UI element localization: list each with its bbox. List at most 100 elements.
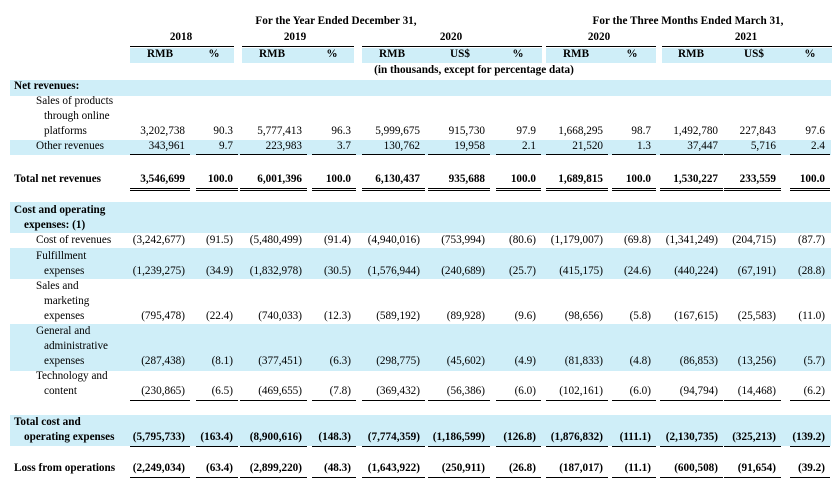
rule-line xyxy=(496,188,541,191)
rule-line xyxy=(660,477,723,478)
unit-header: % xyxy=(208,48,220,60)
unit-header: % xyxy=(626,48,638,60)
row-label-sales-products: Sales of products xyxy=(36,95,114,107)
table-cell: (377,451) xyxy=(258,355,302,367)
table-cell: (28.8) xyxy=(797,265,825,277)
table-cell: (9.6) xyxy=(514,310,536,322)
rule-line xyxy=(240,188,307,191)
year-2019: 2019 xyxy=(283,31,307,43)
rule-line xyxy=(612,477,656,478)
table-cell: (63.4) xyxy=(205,462,233,474)
rule-line xyxy=(428,477,490,478)
table-cell: (148.3) xyxy=(318,431,351,443)
unit-header: US$ xyxy=(744,48,764,60)
unit-header: RMB xyxy=(258,48,286,60)
table-cell: 2.1 xyxy=(522,140,536,152)
table-cell: (11.0) xyxy=(798,310,825,322)
rule-line xyxy=(130,188,190,191)
unit-header: % xyxy=(326,48,338,60)
table-cell: 5,716 xyxy=(750,140,776,152)
table-cell: (87.7) xyxy=(797,234,825,246)
table-cell: 100.0 xyxy=(510,173,536,185)
table-cell: (1,832,978) xyxy=(249,265,302,277)
table-cell: (5,480,499) xyxy=(249,234,302,246)
table-cell: (163.4) xyxy=(200,431,233,443)
rule-line xyxy=(312,477,356,478)
table-cell: 2.4 xyxy=(811,140,825,152)
table-cell: (167,615) xyxy=(674,310,718,322)
table-cell: (298,775) xyxy=(376,355,420,367)
unit-header: RMB xyxy=(562,48,590,60)
rule-line xyxy=(724,446,781,447)
table-cell: 98.7 xyxy=(631,125,651,137)
table-cell: (795,478) xyxy=(141,310,185,322)
table-cell: (230,865) xyxy=(141,385,185,397)
table-cell: (48.3) xyxy=(323,462,351,474)
table-cell: 130,762 xyxy=(383,140,420,152)
rule-line xyxy=(196,446,238,447)
table-cell: 6,001,396 xyxy=(257,173,302,185)
table-cell: (187,017) xyxy=(559,462,603,474)
table-cell: (80.6) xyxy=(508,234,536,246)
table-cell: 100.0 xyxy=(207,173,233,185)
table-cell: (14,468) xyxy=(737,385,776,397)
rule-line xyxy=(790,154,830,155)
table-cell: (4.8) xyxy=(629,355,651,367)
table-cell: 1,689,815 xyxy=(558,173,603,185)
table-cell: 5,777,413 xyxy=(257,125,302,137)
rule-line xyxy=(790,446,830,447)
rule-line xyxy=(312,400,356,401)
table-cell: 9.7 xyxy=(219,140,233,152)
table-cell: (67,191) xyxy=(737,265,776,277)
table-cell: (600,508) xyxy=(674,462,718,474)
row-label-technology-content: content xyxy=(44,385,77,397)
table-cell: (25,583) xyxy=(737,310,776,322)
table-cell: (753,994) xyxy=(441,234,485,246)
table-cell: (39.2) xyxy=(797,462,825,474)
rule-line xyxy=(612,400,656,401)
table-cell: (45,602) xyxy=(446,355,485,367)
table-cell: (12.3) xyxy=(323,310,351,322)
rule-line xyxy=(130,446,190,447)
rule-line xyxy=(196,188,238,191)
rule-line xyxy=(790,400,830,401)
rule-line xyxy=(660,188,723,191)
table-cell: (91,654) xyxy=(737,462,776,474)
rule-line xyxy=(312,154,356,155)
table-cell: (204,715) xyxy=(732,234,776,246)
table-cell: 37,447 xyxy=(687,140,718,152)
table-cell: (98,656) xyxy=(564,310,603,322)
table-cell: (8,900,616) xyxy=(249,431,302,443)
table-cell: 3,202,738 xyxy=(140,125,185,137)
table-cell: (89,928) xyxy=(446,310,485,322)
table-cell: (6.0) xyxy=(514,385,536,397)
table-cell: 935,688 xyxy=(448,173,485,185)
rule-line xyxy=(612,188,656,191)
row-label-sales-products: through online xyxy=(44,110,110,122)
rule-line xyxy=(546,446,608,447)
table-cell: 100.0 xyxy=(625,173,651,185)
row-label-general-admin: expenses xyxy=(44,355,85,367)
table-cell: (86,853) xyxy=(679,355,718,367)
table-cell: (287,438) xyxy=(141,355,185,367)
table-cell: 915,730 xyxy=(448,125,485,137)
table-cell: (369,432) xyxy=(376,385,420,397)
table-cell: (2,899,220) xyxy=(249,462,302,474)
table-cell: 21,520 xyxy=(572,140,603,152)
table-cell: (139.2) xyxy=(792,431,825,443)
table-cell: (2,249,034) xyxy=(132,462,185,474)
table-cell: (7,774,359) xyxy=(367,431,420,443)
rule-line xyxy=(130,477,190,478)
row-label-sales-marketing: expenses xyxy=(44,310,85,322)
rule-line xyxy=(428,154,490,155)
rule-line xyxy=(130,400,190,401)
row-label-cost-of-revenues: Cost of revenues xyxy=(36,234,112,246)
table-cell: (4.9) xyxy=(514,355,536,367)
table-cell: 1.3 xyxy=(637,140,651,152)
table-cell: (30.5) xyxy=(323,265,351,277)
rule-line xyxy=(496,477,541,478)
rule-line xyxy=(312,188,356,191)
table-cell: 5,999,675 xyxy=(375,125,420,137)
table-cell: (69.8) xyxy=(623,234,651,246)
table-cell: (94,794) xyxy=(679,385,718,397)
